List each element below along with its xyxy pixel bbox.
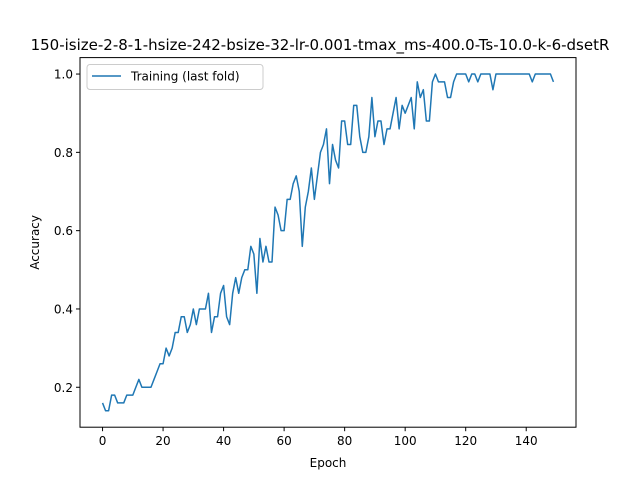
y-axis-label: Accuracy: [28, 215, 42, 270]
x-tick-label: 100: [394, 434, 417, 448]
legend-label: Training (last fold): [130, 70, 240, 84]
chart-title: 150-isize-2-8-1-hsize-242-bsize-32-lr-0.…: [31, 36, 610, 55]
x-tick-label: 120: [454, 434, 477, 448]
series-line-training: [101, 73, 555, 412]
y-tick-label: 1.0: [54, 68, 73, 82]
x-axis-label: Epoch: [310, 456, 347, 470]
y-tick-label: 0.6: [54, 224, 73, 238]
x-tick-label: 60: [276, 434, 291, 448]
y-tick-label: 0.4: [54, 302, 73, 316]
x-tick-label: 20: [155, 434, 170, 448]
x-tick-label: 0: [99, 434, 107, 448]
legend-box: [86, 64, 264, 90]
plot-frame: [79, 57, 577, 428]
y-tick-label: 0.8: [54, 146, 73, 160]
y-tick-label: 0.2: [54, 381, 73, 395]
x-tick-label: 140: [515, 434, 538, 448]
x-tick-label: 40: [216, 434, 231, 448]
x-tick-label: 80: [337, 434, 352, 448]
